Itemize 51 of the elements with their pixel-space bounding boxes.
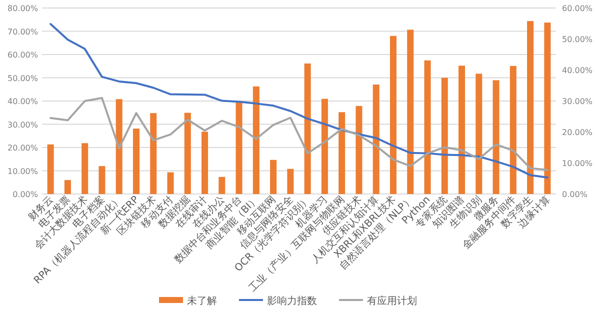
bar	[544, 22, 551, 194]
y-tick-label: 50.00%	[7, 74, 38, 83]
y2-tick-label: 10.00%	[562, 159, 593, 168]
bar	[236, 101, 242, 194]
bar	[270, 160, 277, 194]
y2-tick-label: 40.00%	[562, 66, 593, 75]
line-series	[50, 23, 548, 178]
bar	[407, 30, 414, 194]
bar	[441, 78, 448, 194]
y2-tick-label: 50.00%	[562, 35, 593, 44]
bar	[510, 66, 516, 194]
bar	[116, 99, 122, 194]
y2-tick-label: 30.00%	[562, 97, 593, 106]
line-series	[50, 96, 548, 171]
bar	[47, 144, 54, 194]
bar	[202, 132, 208, 194]
legend-label: 有应用计划	[367, 295, 417, 307]
bar	[167, 172, 174, 194]
bar	[390, 36, 396, 194]
bar	[321, 98, 328, 194]
bar	[98, 166, 106, 194]
y-tick-label: 10.00%	[7, 166, 38, 176]
bar	[476, 74, 482, 194]
bar	[424, 60, 431, 194]
bar	[132, 128, 140, 194]
bar	[527, 21, 534, 194]
y-tick-label: 70.00%	[7, 27, 38, 36]
bar	[184, 112, 191, 194]
bar	[82, 143, 88, 194]
legend-label: 未了解	[187, 295, 217, 307]
legend-label: 影响力指数	[267, 295, 317, 307]
bar	[356, 106, 362, 194]
bar	[64, 180, 71, 194]
y-tick-label: 20.00%	[7, 144, 38, 152]
y-tick-label: 80.00%	[7, 4, 38, 13]
y2-tick-label: 0.00%	[562, 190, 588, 199]
y2-tick-label: 20.00%	[562, 128, 593, 137]
bar	[372, 84, 380, 194]
bar	[492, 80, 500, 194]
y-tick-label: 60.00%	[7, 50, 38, 60]
y2-tick-label: 60.00%	[562, 4, 593, 13]
y-tick-label: 30.00%	[7, 120, 38, 130]
bar	[287, 168, 294, 194]
bar	[304, 63, 311, 194]
bar	[458, 66, 466, 194]
y-tick-label: 0.00%	[12, 190, 38, 199]
bar	[252, 86, 260, 194]
y-tick-label: 40.00%	[7, 97, 38, 106]
bar	[338, 112, 346, 194]
bar	[150, 113, 157, 194]
bar	[218, 176, 226, 194]
